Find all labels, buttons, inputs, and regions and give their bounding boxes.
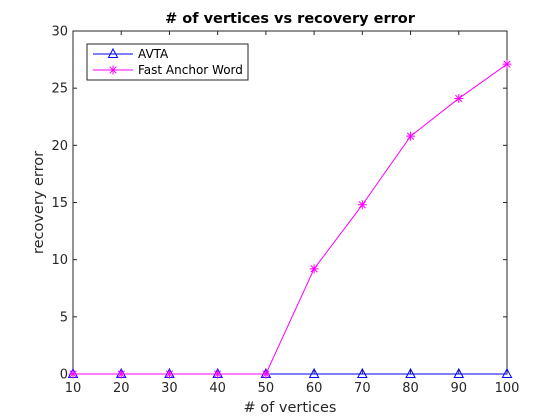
data-point	[453, 367, 465, 378]
legend-marker	[107, 47, 119, 58]
legend: AVTA Fast Anchor Word	[86, 43, 249, 81]
series-line	[73, 63, 508, 375]
y-tick-label: 5	[60, 310, 68, 325]
data-point	[454, 93, 464, 103]
plot-area	[72, 30, 508, 375]
legend-item: Fast Anchor Word	[93, 63, 243, 77]
x-tick-label: 90	[451, 381, 468, 396]
y-tick-label: 0	[60, 368, 68, 383]
data-point	[501, 367, 513, 378]
y-tick-label: 10	[51, 253, 68, 268]
data-point	[406, 131, 416, 141]
data-point	[213, 369, 223, 379]
data-point	[357, 367, 368, 378]
x-tick-label: 40	[209, 381, 226, 396]
legend-marker	[108, 65, 118, 75]
x-tick-label: 20	[113, 381, 130, 396]
x-tick-label: 50	[258, 381, 275, 396]
data-point	[308, 367, 320, 378]
data-point	[357, 200, 367, 210]
x-tick-label: 60	[306, 381, 323, 396]
x-tick-label: 70	[354, 381, 371, 396]
data-point	[164, 369, 174, 379]
series-layer	[67, 59, 513, 379]
data-point	[261, 369, 271, 379]
legend-label: AVTA	[138, 47, 169, 61]
y-tick-label: 20	[51, 139, 68, 154]
data-point	[502, 59, 512, 69]
data-point	[116, 369, 126, 379]
y-tick-label: 30	[51, 25, 68, 40]
x-tick-label: 80	[402, 381, 419, 396]
x-axis: 10 20 30 40 50 60 70 80 90 100	[65, 31, 520, 396]
legend-label: Fast Anchor Word	[138, 63, 243, 77]
x-tick-label: 10	[65, 381, 82, 396]
y-tick-label: 15	[51, 196, 68, 211]
x-axis-label: # of vertices	[244, 400, 337, 416]
legend-box	[86, 43, 249, 81]
y-tick-label: 25	[51, 82, 68, 97]
x-tick-label: 30	[161, 381, 178, 396]
series-1	[68, 59, 512, 379]
legend-item: AVTA	[93, 47, 169, 61]
data-point	[405, 367, 416, 378]
chart-title: # of vertices vs recovery error	[165, 11, 416, 27]
data-point	[309, 264, 319, 274]
data-point	[68, 369, 78, 379]
y-axis-label: recovery error	[31, 151, 47, 254]
x-tick-label: 100	[495, 381, 520, 396]
y-axis: 0 5 10 15 20 25 30	[51, 25, 507, 383]
